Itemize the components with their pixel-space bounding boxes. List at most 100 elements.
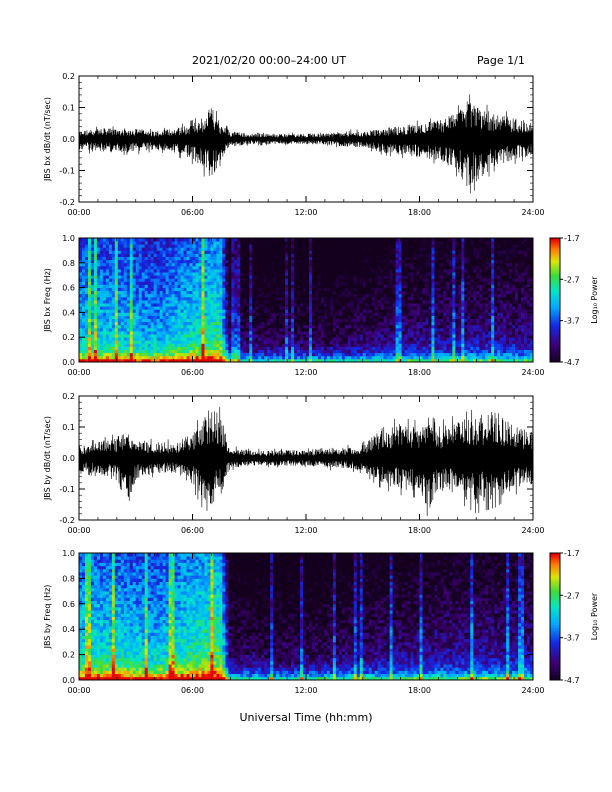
spectrogram-cell — [216, 272, 220, 276]
spectrogram-cell — [126, 318, 131, 323]
spectrogram-cell — [303, 253, 307, 257]
spectrogram-cell — [141, 290, 146, 295]
spectrogram-cell — [294, 343, 298, 347]
spectrogram-cell — [365, 293, 370, 298]
spectrogram-cell — [168, 331, 172, 335]
spectrogram-cell — [79, 275, 83, 279]
spectrogram-cell — [177, 238, 181, 242]
spectrogram-cell — [123, 315, 128, 319]
spectrogram-cell — [210, 256, 214, 261]
spectrogram-cell — [216, 318, 220, 323]
spectrogram-cell — [395, 337, 399, 341]
spectrogram-cell — [132, 287, 137, 292]
spectrogram-cell — [90, 358, 95, 363]
spectrogram-cell — [171, 281, 175, 285]
spectrogram-cell — [264, 334, 268, 338]
spectrogram-cell — [147, 272, 152, 276]
spectrogram-cell — [386, 303, 391, 307]
spectrogram-cell — [165, 343, 170, 347]
spectrogram-cell — [347, 269, 352, 273]
spectrogram-cell — [329, 340, 334, 344]
spectrogram-cell — [156, 284, 161, 288]
spectrogram-cell — [213, 312, 217, 316]
spectrogram-cell — [171, 296, 175, 301]
spectrogram-cell — [159, 346, 164, 350]
spectrogram-cell — [195, 284, 199, 288]
spectrogram-cell — [377, 343, 382, 347]
spectrogram-cell — [308, 241, 313, 245]
spectrogram-cell — [246, 293, 250, 298]
spectrogram-cell — [335, 287, 340, 292]
spectrogram-cell — [297, 340, 301, 344]
spectrogram-cell — [237, 309, 241, 313]
spectrogram-cell — [404, 309, 408, 313]
spectrogram-cell — [338, 275, 343, 279]
spectrogram-cell — [213, 300, 217, 304]
spectrogram-cell — [192, 290, 196, 295]
spectrogram-cell — [165, 290, 170, 295]
spectrogram-cell — [338, 259, 343, 264]
spectrogram-cell — [231, 296, 235, 301]
spectrogram-cell — [407, 324, 411, 329]
spectrogram-cell — [267, 293, 271, 298]
spectrogram-cell — [410, 253, 414, 257]
spectrogram-cell — [90, 287, 95, 292]
spectrogram-cell — [329, 265, 334, 270]
spectrogram-cell — [234, 331, 238, 335]
spectrogram-cell — [126, 355, 131, 360]
spectrogram-cell — [255, 358, 259, 363]
spectrogram-cell — [401, 318, 405, 323]
spectrogram-cell — [362, 269, 367, 273]
spectrogram-cell — [291, 331, 295, 335]
spectrogram-cell — [335, 327, 340, 332]
spectrogram-cell — [428, 318, 432, 323]
spectrogram-cell — [332, 284, 337, 288]
spectrogram-cell — [341, 265, 346, 270]
spectrogram-cell — [335, 355, 340, 360]
spectrogram-cell — [350, 331, 355, 335]
spectrogram-cell — [237, 250, 241, 254]
spectrogram-cell — [201, 290, 205, 295]
spectrogram-cell — [356, 324, 361, 329]
spectrogram-cell — [267, 238, 271, 242]
spectrogram-cell — [294, 349, 298, 354]
spectrogram-cell — [195, 343, 199, 347]
spectrogram-cell — [153, 265, 158, 270]
spectrogram-cell — [126, 247, 131, 251]
spectrogram-cell — [243, 309, 247, 313]
spectrogram-cell — [240, 300, 244, 304]
spectrogram-cell — [147, 293, 152, 298]
spectrogram-cell — [386, 259, 391, 264]
spectrogram-cell — [422, 349, 426, 354]
spectrogram-cell — [201, 284, 205, 288]
spectrogram-cell — [359, 262, 364, 267]
spectrogram-cell — [210, 352, 214, 357]
spectrogram-cell — [303, 343, 307, 347]
spectrogram-cell — [356, 306, 361, 310]
spectrogram-cell — [282, 327, 286, 332]
spectrogram-cell — [300, 358, 304, 363]
spectrogram-cell — [174, 349, 178, 354]
spectrogram-cell — [192, 306, 196, 310]
spectrogram-cell — [87, 324, 92, 329]
spectrogram-cell — [264, 262, 268, 267]
spectrogram-cell — [413, 358, 417, 363]
spectrogram-cell — [204, 315, 208, 319]
spectrogram-cell — [317, 358, 322, 363]
spectrogram-cell — [356, 340, 361, 344]
spectrogram-cell — [150, 259, 155, 264]
spectrogram-cell — [108, 278, 113, 282]
spectrogram-cell — [308, 312, 313, 316]
spectrogram-cell — [344, 238, 349, 242]
spectrogram-cell — [413, 290, 417, 295]
spectrogram-cell — [297, 346, 301, 350]
spectrogram-cell — [129, 337, 134, 341]
spectrogram-cell — [249, 275, 253, 279]
spectrogram-cell — [279, 312, 283, 316]
spectrogram-cell — [297, 284, 301, 288]
spectrogram-cell — [389, 293, 394, 298]
spectrogram-cell — [255, 303, 259, 307]
spectrogram-cell — [374, 349, 379, 354]
spectrogram-cell — [240, 358, 244, 363]
spectrogram-cell — [291, 287, 295, 292]
